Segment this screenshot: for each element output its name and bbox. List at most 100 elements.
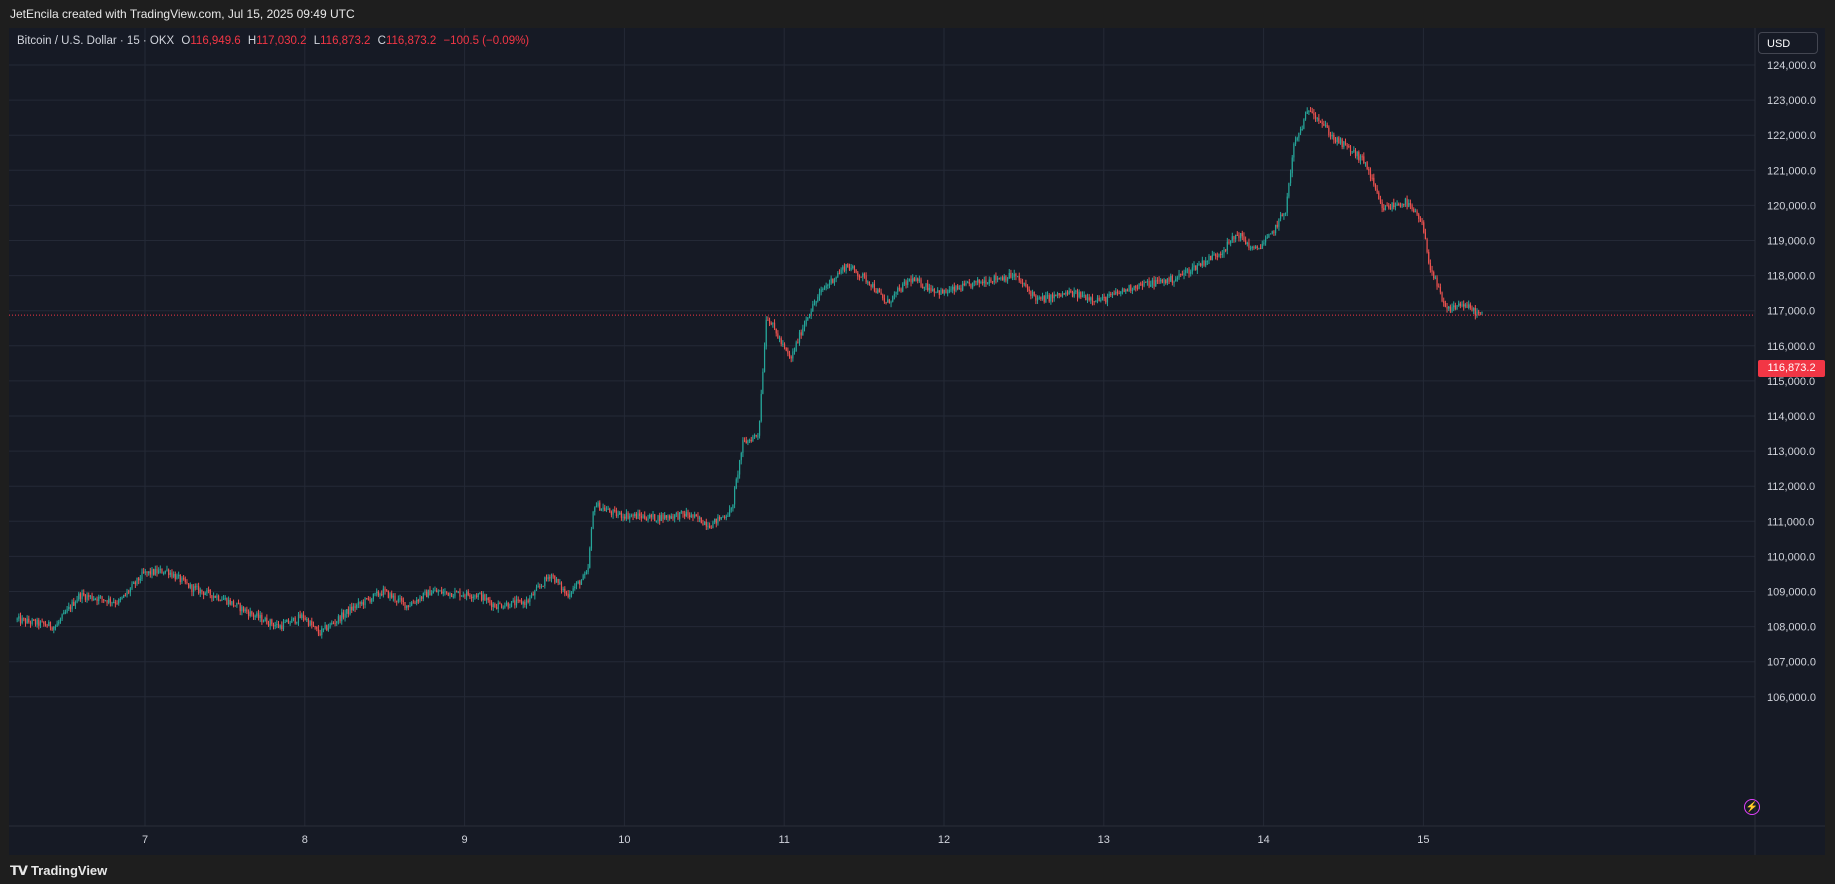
candle-body — [457, 591, 459, 593]
candle-body — [1246, 242, 1248, 245]
candle-body — [1381, 202, 1383, 209]
candle-body — [1075, 290, 1077, 292]
candle-body — [978, 279, 980, 284]
candle-body — [1035, 295, 1037, 301]
candle-body — [91, 595, 93, 600]
candle-body — [510, 601, 513, 608]
candle-body — [795, 342, 797, 351]
symbol-name[interactable]: Bitcoin / U.S. Dollar · 15 · OKX — [17, 35, 175, 47]
candle-body — [996, 278, 999, 280]
candle-body — [897, 288, 899, 292]
currency-button[interactable]: USD — [1758, 32, 1818, 54]
candle-body — [670, 516, 672, 519]
price-axis[interactable]: 106,000.0 107,000.0 108,000.0 109,000.0 110,… — [1767, 60, 1816, 704]
candle-body — [326, 625, 328, 631]
candle-body — [1205, 260, 1207, 266]
candle-body — [1050, 294, 1052, 302]
candle-body — [717, 517, 719, 524]
candle-body — [1223, 249, 1225, 254]
candle-body — [740, 452, 742, 461]
candle-body — [237, 602, 240, 604]
candle-body — [1146, 280, 1149, 283]
candle-body — [760, 393, 762, 422]
candle-body — [798, 332, 801, 343]
candle-body — [392, 595, 394, 598]
candle-body — [153, 569, 155, 575]
candle-body — [495, 607, 498, 609]
candle-body — [1063, 293, 1065, 295]
candle-body — [48, 622, 50, 627]
candle-body — [151, 569, 153, 575]
candle-body — [905, 281, 907, 285]
candle-body — [777, 333, 779, 339]
candle-body — [742, 440, 744, 453]
time-axis[interactable]: 7 8 9 10 11 12 13 14 15 — [142, 834, 1430, 846]
lightning-icon[interactable]: ⚡ — [1744, 799, 1760, 815]
candle-body — [93, 598, 95, 600]
candle-body — [937, 290, 939, 292]
candle-body — [980, 281, 982, 284]
candle-body — [1346, 145, 1348, 147]
candle-body — [23, 618, 25, 620]
candle-body — [918, 279, 920, 281]
candle-body — [432, 591, 434, 593]
price-tick-label: 120,000.0 — [1767, 200, 1816, 212]
candle-body — [76, 599, 78, 603]
candle-body — [1421, 221, 1423, 223]
candle-body — [544, 577, 546, 586]
candle-body — [480, 592, 483, 601]
candle-body — [436, 590, 438, 593]
candle-body — [437, 591, 439, 593]
tradingview-logo[interactable]: 𝗧𝗩 TradingView — [10, 863, 107, 879]
candle-body — [733, 488, 736, 505]
candle-body — [58, 621, 60, 624]
candle-body — [697, 515, 699, 519]
candle-body — [364, 598, 366, 606]
candle-body — [159, 568, 161, 571]
candle-body — [156, 569, 158, 574]
candle-body — [1299, 128, 1302, 133]
candle-body — [86, 595, 88, 600]
candle-body — [1168, 278, 1170, 282]
candle-body — [492, 603, 494, 608]
candle-body — [173, 573, 175, 577]
chart-area[interactable]: 106,000.0 107,000.0 108,000.0 109,000.0 110,… — [9, 28, 1825, 855]
candle-body — [267, 623, 270, 626]
candle-body — [765, 319, 767, 347]
candle-body — [963, 283, 965, 286]
candle-body — [827, 284, 829, 286]
candle-body — [1055, 294, 1057, 297]
candle-body — [1145, 281, 1147, 283]
candle-body — [1156, 280, 1158, 282]
candle-body — [299, 614, 301, 619]
candle-body — [1190, 271, 1192, 274]
candle-body — [489, 600, 491, 603]
candle-body — [1058, 293, 1060, 296]
price-chart[interactable]: 106,000.0 107,000.0 108,000.0 109,000.0 110,… — [9, 28, 1825, 855]
candle-body — [1208, 255, 1210, 261]
candle-body — [952, 286, 954, 290]
candle-body — [199, 589, 201, 594]
candle-body — [863, 273, 866, 276]
candle-body — [1364, 162, 1367, 164]
candle-body — [629, 516, 631, 519]
candle-body — [169, 572, 171, 575]
candle-body — [1238, 235, 1240, 239]
candle-body — [840, 269, 842, 274]
candle-body — [609, 508, 611, 512]
candle-body — [770, 323, 772, 325]
candle-body — [614, 510, 616, 512]
candle-body — [785, 347, 787, 351]
candle-body — [1423, 222, 1425, 233]
candle-body — [1178, 273, 1180, 278]
candle-body — [484, 594, 486, 601]
candle-body — [439, 590, 441, 592]
candle-body — [955, 285, 957, 292]
candle-body — [738, 460, 741, 475]
candle-body — [1028, 289, 1030, 291]
candle-body — [622, 516, 624, 518]
candle-body — [401, 598, 403, 601]
candle-body — [1203, 260, 1205, 266]
candle-body — [391, 593, 393, 598]
candle-body — [1284, 212, 1287, 214]
